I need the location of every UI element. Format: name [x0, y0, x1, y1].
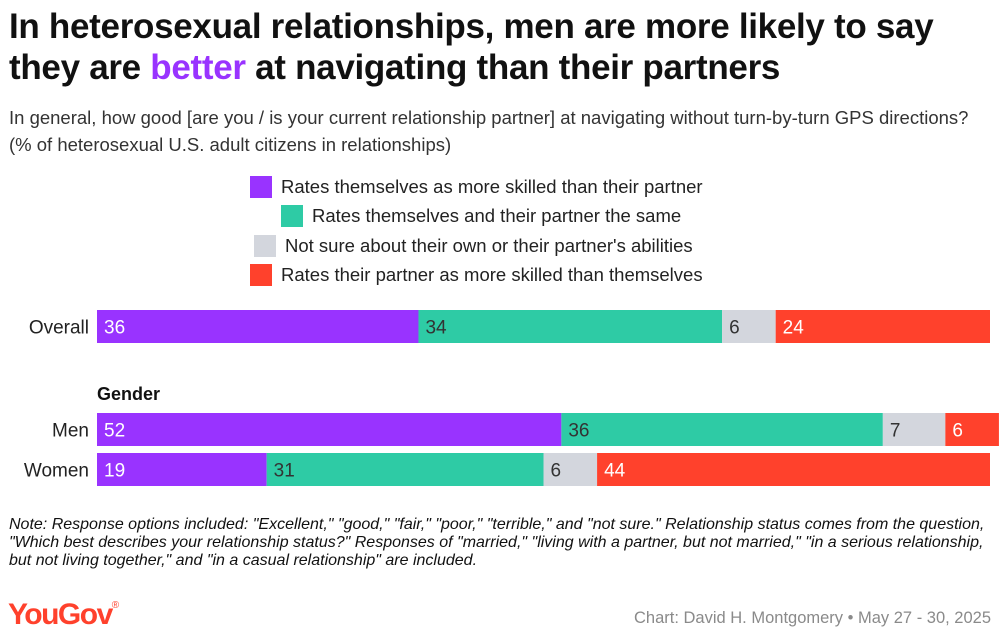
bar-segment [561, 413, 883, 446]
bar-segment [418, 310, 723, 343]
data-label: 34 [425, 318, 447, 339]
data-label: 36 [568, 421, 589, 442]
title-text-before: In heterosexual relationships, men are m… [9, 7, 934, 87]
data-label: 19 [104, 461, 125, 482]
data-label: 52 [104, 421, 125, 442]
bar-segment [775, 310, 990, 343]
bar-segment [597, 453, 990, 486]
category-label: Men [52, 421, 89, 442]
chart-legend: Rates themselves as more skilled than th… [0, 176, 1000, 291]
bar-segment [266, 453, 544, 486]
category-label: Overall [29, 318, 89, 339]
bar-segment [97, 413, 562, 446]
chart-title: In heterosexual relationships, men are m… [9, 6, 994, 88]
chart-credit: Chart: David H. Montgomery • May 27 - 30… [633, 609, 991, 627]
bar-segment [97, 453, 267, 486]
title-highlight: better [150, 48, 246, 87]
data-label: 36 [104, 318, 125, 339]
legend-item-not-sure: Not sure about their own or their partne… [254, 235, 693, 257]
legend-item-more-skilled: Rates themselves as more skilled than th… [250, 176, 703, 198]
chart-note: Note: Response options included: "Excell… [9, 516, 985, 569]
logo-text: YouGov [8, 598, 113, 631]
yougov-logo: YouGov® [8, 598, 119, 632]
legend-swatch-red [250, 264, 272, 286]
data-label: 6 [952, 421, 963, 442]
legend-swatch-gray [254, 235, 276, 257]
data-label: 7 [890, 421, 901, 442]
data-label: 24 [783, 318, 805, 339]
chart-subtitle: In general, how good [are you / is your … [9, 107, 969, 155]
legend-label: Rates their partner as more skilled than… [281, 264, 703, 285]
legend-label: Rates themselves and their partner the s… [312, 205, 682, 226]
bar-segment [97, 310, 419, 343]
bar-segment [882, 413, 946, 446]
bar-segment [543, 453, 598, 486]
legend-swatch-green [281, 205, 303, 227]
legend-label: Not sure about their own or their partne… [285, 235, 693, 256]
group-label: Gender [97, 384, 160, 404]
legend-label: Rates themselves as more skilled than th… [281, 176, 703, 197]
data-label: 6 [729, 318, 740, 339]
data-label: 44 [604, 461, 626, 482]
data-label: 31 [274, 461, 295, 482]
legend-swatch-purple [250, 176, 272, 198]
data-label: 6 [551, 461, 562, 482]
category-label: Women [24, 461, 89, 482]
stacked-bar-chart: Gender Overall 36 34 6 24 Men 52 36 7 6 Women 19 31 6 4… [24, 310, 999, 486]
logo-registered-mark: ® [111, 600, 120, 611]
title-text-after: at navigating than their partners [245, 48, 781, 87]
legend-item-partner-more-skilled: Rates their partner as more skilled than… [250, 264, 703, 286]
bar-segment [945, 413, 999, 446]
legend-item-same: Rates themselves and their partner the s… [281, 205, 681, 227]
bar-segment [722, 310, 776, 343]
